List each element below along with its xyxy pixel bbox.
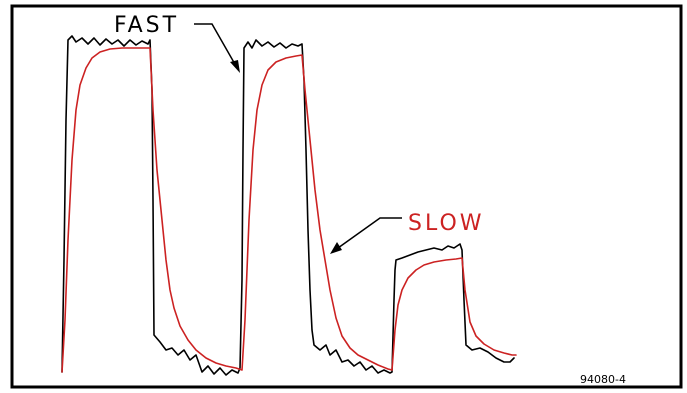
fast-label: FAST (114, 13, 179, 38)
fast-trace (61, 35, 515, 376)
slow-arrowhead (330, 242, 342, 254)
slow-leader-line (337, 217, 402, 249)
figure-id: 94080-4 (580, 373, 626, 386)
diagram-frame (10, 4, 683, 389)
fast-arrowhead (230, 60, 240, 73)
slow-trace (61, 47, 517, 373)
fast-leader-line (194, 23, 237, 67)
slow-label: SLOW (408, 211, 485, 236)
